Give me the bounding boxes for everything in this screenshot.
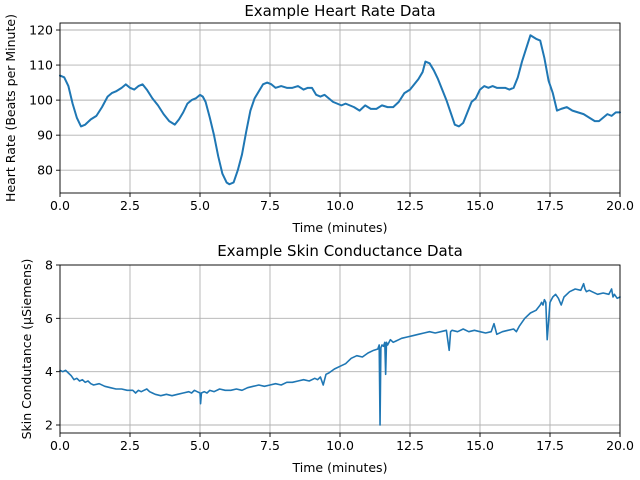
heart-rate-chart: Example Heart Rate Data 0.0 2.5 5.0 7.5 10.0…	[3, 2, 634, 235]
heart-rate-x-axis-label: Time (minutes)	[292, 220, 388, 235]
heart-rate-x-tick-label: 0.0	[50, 198, 70, 213]
heart-rate-x-tick-label: 7.5	[260, 198, 280, 213]
heart-rate-x-ticks: 0.0 2.5 5.0 7.5 10.0 12.5 15.0 17.5 20.0	[50, 193, 634, 213]
skin-conductance-x-tick-label: 20.0	[606, 438, 634, 453]
skin-conductance-series	[59, 282, 621, 426]
skin-conductance-chart: Example Skin Conductance Data 0.0 2.5 5.0 7…	[19, 242, 634, 475]
skin-conductance-x-tick-label: 17.5	[536, 438, 564, 453]
heart-rate-x-tick-label: 5.0	[190, 198, 210, 213]
heart-rate-x-tick-label: 10.0	[326, 198, 354, 213]
skin-conductance-line-series	[59, 282, 621, 426]
skin-conductance-y-tick-label: 8	[45, 258, 53, 273]
heart-rate-y-tick-label: 80	[37, 163, 53, 178]
skin-conductance-y-axis-label: Skin Condutance (µSiemens)	[19, 259, 34, 440]
skin-conductance-x-tick-label: 15.0	[466, 438, 494, 453]
heart-rate-y-axis-label: Heart Rate (Beats per Minute)	[3, 14, 18, 202]
skin-conductance-x-tick-label: 10.0	[326, 438, 354, 453]
skin-conductance-y-tick-label: 6	[45, 311, 53, 326]
heart-rate-x-tick-label: 20.0	[606, 198, 634, 213]
heart-rate-x-tick-label: 12.5	[396, 198, 424, 213]
skin-conductance-x-tick-label: 0.0	[50, 438, 70, 453]
heart-rate-title: Example Heart Rate Data	[244, 2, 435, 20]
skin-conductance-title: Example Skin Conductance Data	[217, 242, 463, 260]
skin-conductance-y-tick-label: 4	[45, 364, 53, 379]
heart-rate-y-tick-label: 90	[37, 128, 53, 143]
skin-conductance-x-ticks: 0.0 2.5 5.0 7.5 10.0 12.5 15.0 17.5 20.0	[50, 433, 634, 453]
skin-conductance-x-tick-label: 5.0	[190, 438, 210, 453]
heart-rate-x-tick-label: 15.0	[466, 198, 494, 213]
heart-rate-x-tick-label: 2.5	[120, 198, 140, 213]
skin-conductance-x-tick-label: 7.5	[260, 438, 280, 453]
heart-rate-y-tick-label: 110	[29, 58, 53, 73]
heart-rate-y-tick-label: 100	[29, 93, 53, 108]
heart-rate-y-ticks: 80 90 100 110 120	[29, 23, 60, 178]
heart-rate-x-tick-label: 17.5	[536, 198, 564, 213]
skin-conductance-y-ticks: 2 4 6 8	[45, 258, 60, 433]
skin-conductance-x-tick-label: 12.5	[396, 438, 424, 453]
heart-rate-line-series	[59, 34, 621, 186]
heart-rate-series	[59, 34, 621, 186]
heart-rate-y-tick-label: 120	[29, 23, 53, 38]
skin-conductance-x-axis-label: Time (minutes)	[292, 460, 388, 475]
skin-conductance-y-tick-label: 2	[45, 418, 53, 433]
skin-conductance-x-tick-label: 2.5	[120, 438, 140, 453]
